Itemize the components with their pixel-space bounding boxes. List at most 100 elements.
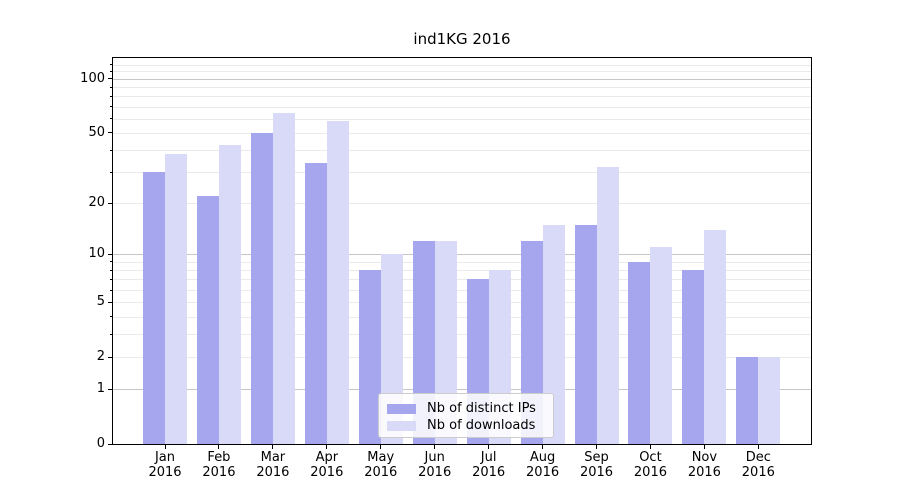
- bar-nov-downloads: [704, 229, 727, 444]
- y-minor-tick-90: [110, 86, 113, 88]
- bar-feb-downloads: [218, 144, 241, 444]
- y-minor-tick-7: [110, 278, 113, 280]
- x-tick-label-apr: Apr 2016: [310, 450, 344, 480]
- x-tick-aug: [542, 444, 544, 449]
- x-tick-label-feb: Feb 2016: [202, 450, 236, 480]
- bar-jan-downloads: [165, 154, 187, 444]
- x-tick-jul: [488, 444, 490, 449]
- bar-mar-distinct-ips: [250, 132, 273, 444]
- y-minor-tick-110: [110, 70, 113, 72]
- x-tick-label-sep: Sep 2016: [579, 450, 614, 480]
- y-minor-tick-40: [110, 149, 113, 151]
- x-tick-jun: [434, 444, 436, 449]
- legend-entry-downloads: Nb of downloads: [387, 417, 545, 434]
- gridline-minor-y-110: [113, 71, 811, 73]
- y-tick-10: [108, 253, 113, 255]
- gridline-minor-y-30: [113, 172, 811, 174]
- bar-feb-distinct-ips: [196, 195, 219, 444]
- bar-apr-downloads: [326, 121, 349, 444]
- y-tick-label-0: 0: [96, 436, 105, 451]
- y-tick-label-50: 50: [88, 124, 105, 140]
- x-tick-label-dec: Dec 2016: [741, 450, 775, 480]
- gridline-minor-y-50: [113, 132, 811, 134]
- x-tick-dec: [757, 444, 759, 449]
- x-tick-label-aug: Aug 2016: [526, 450, 560, 480]
- y-tick-label-10: 10: [88, 246, 105, 262]
- chart-title: ind1KG 2016: [413, 30, 511, 48]
- gridline-minor-y-9: [113, 261, 811, 263]
- gridline-minor-y-4: [113, 316, 811, 318]
- y-minor-tick-20: [110, 202, 113, 204]
- x-tick-apr: [326, 444, 328, 449]
- legend-label-downloads: Nb of downloads: [427, 418, 536, 433]
- y-minor-tick-30: [110, 171, 113, 173]
- legend-swatch-downloads: [387, 420, 416, 431]
- x-tick-mar: [272, 444, 274, 449]
- x-tick-nov: [703, 444, 705, 449]
- gridline-minor-y-7: [113, 279, 811, 281]
- y-minor-tick-50: [110, 132, 113, 134]
- bar-dec-downloads: [758, 357, 781, 444]
- x-tick-jan: [164, 444, 166, 449]
- bar-sep-downloads: [596, 167, 619, 444]
- gridline-minor-y-60: [113, 118, 811, 120]
- x-tick-may: [380, 444, 382, 449]
- legend-swatch-distinct-ips: [387, 403, 416, 414]
- bar-jan-distinct-ips: [143, 172, 165, 444]
- y-minor-tick-2: [110, 356, 113, 358]
- gridline-minor-y-70: [113, 106, 811, 108]
- gridline-minor-y-20: [113, 203, 811, 205]
- plot-area-border: [112, 57, 812, 445]
- bar-aug-downloads: [542, 224, 565, 444]
- y-tick-label-2: 2: [96, 349, 105, 365]
- gridline-minor-y-120: [113, 64, 811, 66]
- legend-label-distinct-ips: Nb of distinct IPs: [427, 401, 536, 416]
- y-minor-tick-120: [110, 64, 113, 66]
- bar-oct-downloads: [650, 247, 673, 444]
- x-tick-label-mar: Mar 2016: [256, 450, 290, 480]
- y-tick-label-100: 100: [80, 70, 105, 86]
- x-tick-label-jan: Jan 2016: [148, 450, 182, 480]
- y-tick-100: [108, 78, 113, 80]
- x-tick-label-oct: Oct 2016: [633, 450, 667, 480]
- gridline-minor-y-80: [113, 96, 811, 98]
- gridline-minor-y-40: [113, 150, 811, 152]
- y-minor-tick-70: [110, 106, 113, 108]
- bar-oct-distinct-ips: [628, 261, 651, 444]
- y-tick-1: [108, 388, 113, 390]
- gridline-minor-y-3: [113, 334, 811, 336]
- x-tick-feb: [218, 444, 220, 449]
- y-tick-label-5: 5: [96, 294, 105, 310]
- bar-mar-downloads: [272, 112, 295, 444]
- y-minor-tick-6: [110, 289, 113, 291]
- gridline-minor-y-6: [113, 290, 811, 292]
- y-minor-tick-5: [110, 301, 113, 303]
- y-minor-tick-9: [110, 261, 113, 263]
- y-tick-label-1: 1: [96, 381, 105, 397]
- y-minor-tick-8: [110, 269, 113, 271]
- bar-may-distinct-ips: [358, 270, 381, 444]
- gridline-minor-y-5: [113, 302, 811, 304]
- legend-entry-distinct-ips: Nb of distinct IPs: [387, 400, 545, 417]
- bar-sep-distinct-ips: [574, 224, 597, 444]
- x-tick-sep: [596, 444, 598, 449]
- y-minor-tick-60: [110, 118, 113, 120]
- x-tick-label-may: May 2016: [364, 450, 398, 480]
- gridline-minor-y-8: [113, 270, 811, 272]
- y-minor-tick-3: [110, 333, 113, 335]
- gridline-minor-y-90: [113, 87, 811, 89]
- bar-nov-distinct-ips: [682, 270, 705, 444]
- x-tick-label-jun: Jun 2016: [418, 450, 452, 480]
- y-minor-tick-4: [110, 316, 113, 318]
- bar-dec-distinct-ips: [736, 357, 759, 444]
- x-tick-oct: [649, 444, 651, 449]
- y-tick-0: [108, 443, 113, 445]
- x-tick-label-nov: Nov 2016: [687, 450, 721, 480]
- gridline-major-y-100: [113, 78, 811, 80]
- bar-apr-distinct-ips: [304, 162, 327, 444]
- gridline-minor-y-2: [113, 357, 811, 359]
- gridline-major-y-10: [113, 254, 811, 256]
- y-tick-label-20: 20: [88, 195, 105, 211]
- y-minor-tick-80: [110, 95, 113, 97]
